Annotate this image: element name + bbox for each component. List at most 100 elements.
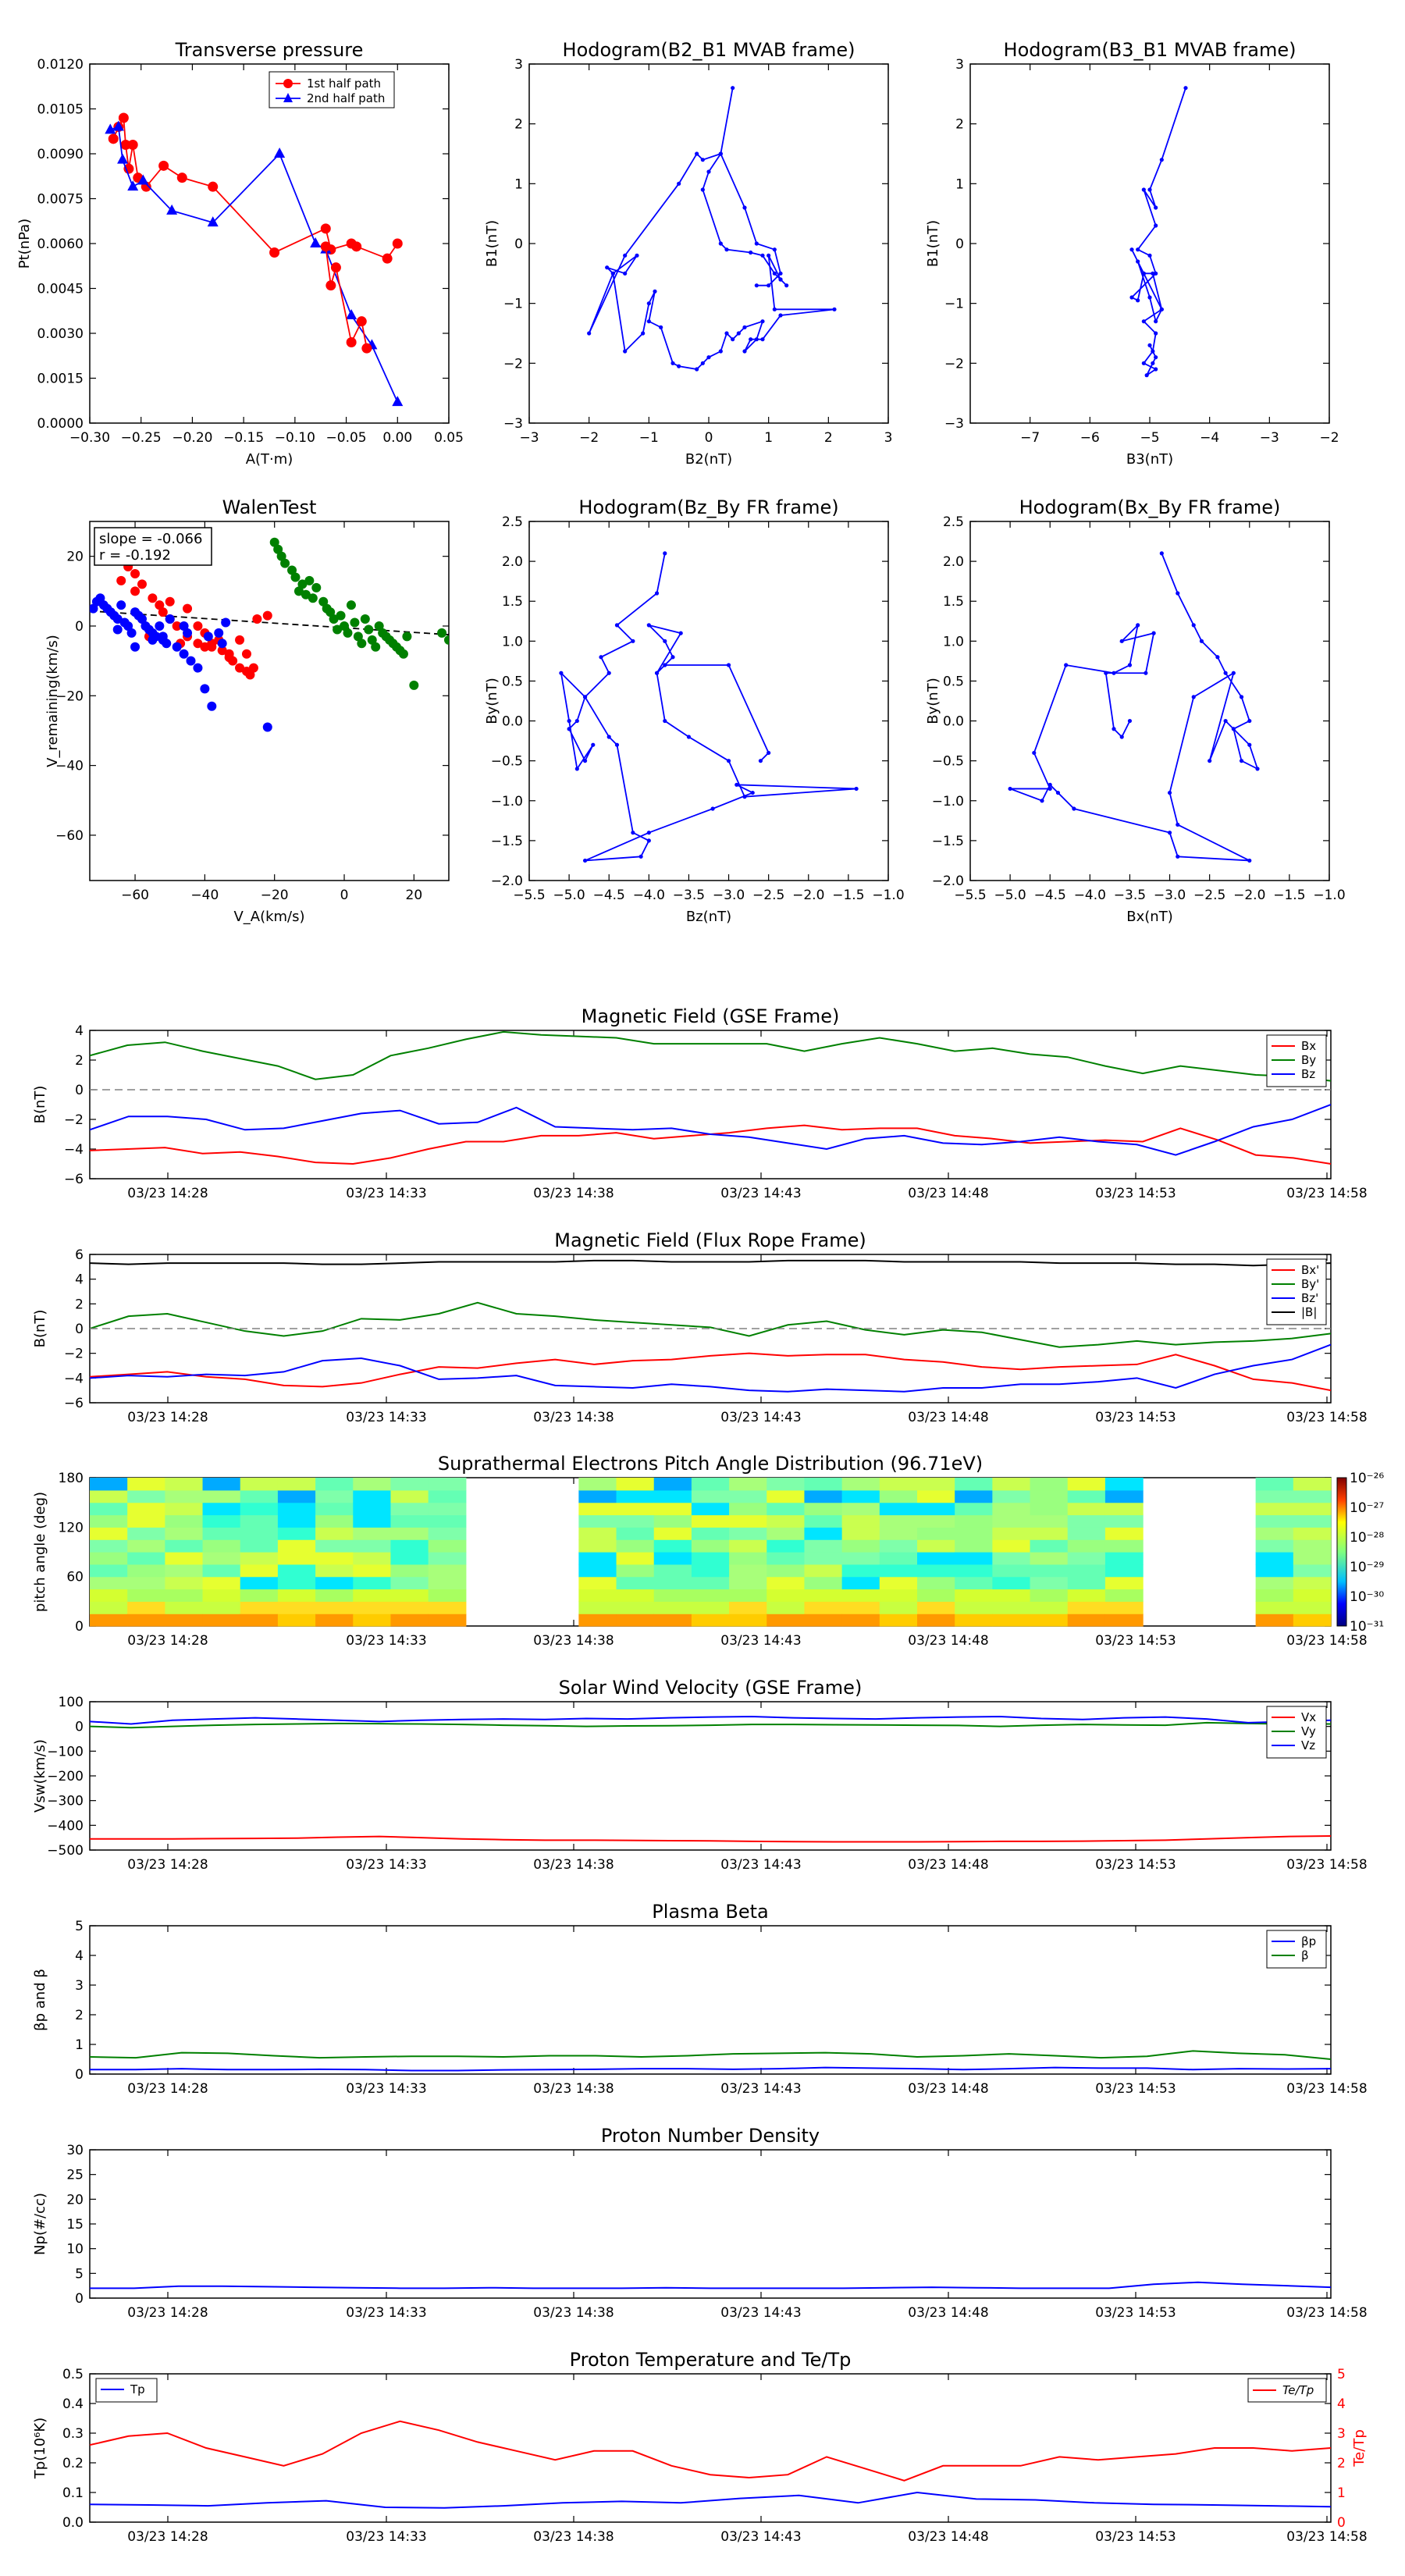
tick-label: −6 [64,1396,84,1411]
data-point [1247,718,1252,724]
tick-label: 0.0000 [37,416,84,432]
data-point [409,680,419,690]
heatmap-cell [653,1552,692,1565]
data-point [1119,735,1124,739]
tick-label: −1.0 [1313,888,1345,903]
panel-wal: WalenTest −60 −40 −20 0 20 −60 −40 −20 0 20 V_A(km/… [44,496,450,925]
plot-title: Magnetic Field (GSE Frame) [582,1005,840,1027]
heatmap-cell [390,1478,429,1491]
tick-label: −2.5 [752,888,784,903]
tick-label: 3 [884,430,893,446]
series-line [90,1030,1331,1082]
heatmap-cell [315,1552,354,1565]
data-point [631,831,635,835]
data-point [677,181,681,186]
data-point [262,610,272,621]
data-point [623,349,628,354]
tick-label: 0 [75,1083,84,1098]
data-point [318,596,329,607]
tick-label: 03/23 14:53 [1095,1186,1176,1201]
data-point [367,635,377,645]
tick-label: −2.0 [491,873,523,889]
legend-label: Vz [1301,1738,1315,1752]
data-point [749,337,753,342]
data-point [235,635,245,645]
data-point [214,628,224,638]
legend-label: Bz' [1301,1291,1318,1305]
data-point [678,631,683,635]
heatmap-cell [165,1478,204,1491]
data-point [1154,271,1158,276]
data-point [614,742,620,747]
heatmap-cell [691,1564,730,1578]
heatmap-cell [1293,1478,1332,1491]
data-point [610,271,615,276]
tick-label: 0.1 [62,2485,84,2501]
heatmap-cell [353,1576,392,1590]
data-point [1048,782,1052,787]
heatmap-cell [992,1527,1031,1540]
data-point [1159,158,1164,162]
heatmap-cell [1104,1514,1144,1528]
data-point [605,265,610,270]
y-axis-label: Vsw(km/s) [32,1739,48,1813]
tick-label: −60 [55,828,84,844]
heatmap-cell [390,1601,429,1614]
heatmap-cell [390,1502,429,1516]
data-point [105,123,116,134]
data-point [371,642,381,652]
data-point [742,349,747,354]
colorbar-label: 10⁻²⁹ [1350,1560,1384,1575]
data-point [193,663,203,673]
tick-label: 03/23 14:38 [533,2081,614,2097]
heatmap-cell [1067,1502,1106,1516]
heatmap-cell [428,1589,467,1602]
data-point [724,331,729,336]
tick-label: −0.10 [275,430,315,446]
data-point [158,160,169,171]
legend-label: Vy [1301,1724,1316,1738]
data-point [1154,355,1158,360]
heatmap-cell [165,1576,204,1590]
data-point [778,277,783,282]
tick-label: −6 [64,1172,84,1187]
heatmap-cell [1104,1502,1144,1516]
heatmap-cell [277,1576,316,1590]
heatmap-cell [804,1552,843,1565]
data-point [392,396,404,407]
y-axis-label: Tp(10⁶K) [32,2418,48,2479]
data-point [700,187,705,192]
plot-area [1129,86,1188,378]
tick-label: 03/23 14:38 [533,2529,614,2545]
data-point [137,614,147,624]
data-point [1154,223,1158,228]
data-point [1119,639,1124,643]
data-point [207,642,217,652]
heatmap-cell [917,1527,955,1540]
x-axis-label: B3(nT) [1126,451,1173,468]
data-point [718,151,723,156]
tick-label: 03/23 14:33 [346,1410,426,1425]
heatmap-cell [729,1539,767,1553]
data-point [1239,759,1244,763]
data-point [1147,187,1152,192]
tick-label: 1.0 [502,634,523,649]
tick-label: −5.0 [553,888,585,903]
tick-label: 0.05 [434,430,464,446]
tick-label: 03/23 14:58 [1286,2081,1367,2097]
data-point [118,112,129,123]
heatmap-cell [1293,1589,1332,1602]
data-point [1255,767,1260,771]
heatmap-cell [1104,1601,1144,1614]
data-point [1154,331,1158,336]
legend-label: Bz [1301,1067,1315,1081]
plot-area [90,2281,1331,2290]
x-axis-label: Bz(nT) [686,909,731,925]
heatmap-cell [127,1614,165,1627]
data-point [179,649,189,659]
heatmap-cell [1104,1564,1144,1578]
heatmap-cell [616,1539,655,1553]
data-point [1159,307,1164,311]
heatmap-cell [729,1489,767,1503]
series-line [90,2066,1331,2072]
